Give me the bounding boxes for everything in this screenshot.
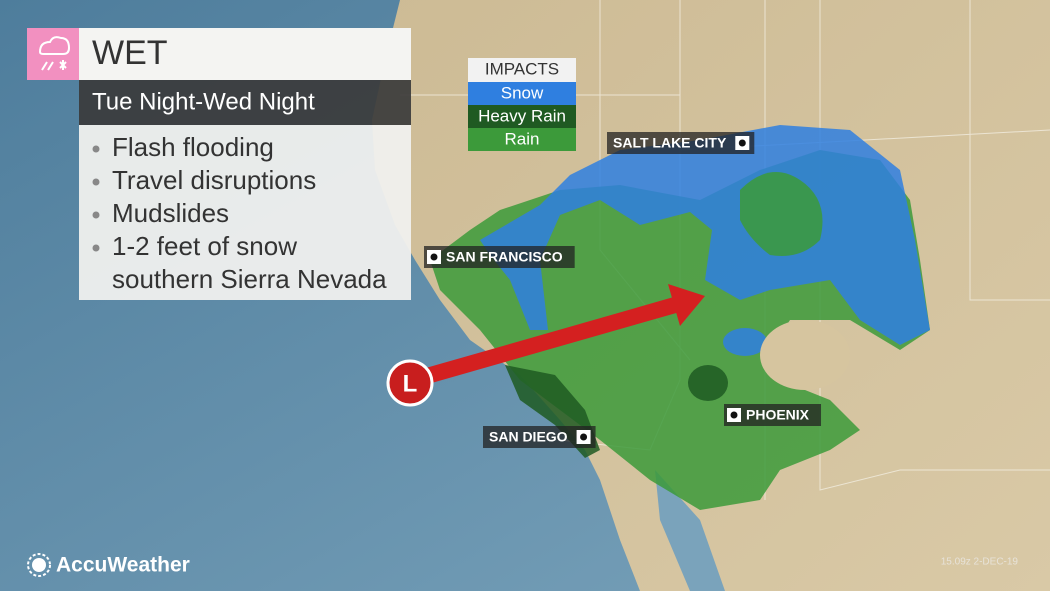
legend-swatch — [468, 105, 576, 128]
city-name: SAN FRANCISCO — [446, 249, 563, 265]
city-box — [483, 426, 596, 448]
low-label: L — [403, 370, 418, 397]
brand: AccuWeather — [27, 553, 190, 577]
bullet-dot — [92, 145, 100, 153]
legend-swatch — [468, 128, 576, 151]
city-box — [607, 132, 755, 154]
gulf — [655, 470, 725, 591]
city-box — [424, 246, 575, 268]
storm-track: L — [386, 284, 705, 407]
legend-label: Snow — [501, 83, 544, 102]
city-label: SALT LAKE CITY — [607, 132, 755, 154]
legend-label: Rain — [505, 129, 540, 148]
legend-label: Heavy Rain — [478, 106, 566, 125]
info-panel: WET Tue Night-Wed Night Flash floodingTr… — [27, 28, 411, 300]
bullet-text: Travel disruptions — [112, 165, 316, 195]
title: WET — [92, 34, 168, 72]
city-name: PHOENIX — [746, 407, 810, 423]
city-name: SAN DIEGO — [489, 429, 568, 445]
city-label: SAN FRANCISCO — [424, 246, 575, 268]
legend-title: IMPACTS — [485, 59, 559, 78]
cloud-icon — [38, 36, 71, 55]
snow-area — [480, 125, 930, 345]
legend-swatch — [468, 82, 576, 105]
city-dot — [580, 433, 588, 441]
dry-area — [760, 320, 850, 390]
arrow-head — [668, 284, 705, 326]
snow-area — [723, 328, 767, 356]
bullet-text: Flash flooding — [112, 132, 274, 162]
city-box — [724, 404, 822, 426]
precip-icon — [41, 60, 67, 71]
bullet-dot — [92, 244, 100, 252]
brand-logo — [32, 558, 46, 572]
city-dot — [430, 253, 438, 261]
brand-name: AccuWeather — [56, 554, 190, 577]
city-label: SAN DIEGO — [483, 426, 596, 448]
city-dot — [738, 139, 746, 147]
brand-logo-rays — [27, 553, 51, 577]
track-arrow — [417, 297, 678, 386]
bullet-dot — [92, 211, 100, 219]
subtitle-box — [79, 80, 411, 125]
bullet-dot — [92, 178, 100, 186]
city-labels: SALT LAKE CITY SAN FRANCISCO PHOENIX SAN DI… — [424, 132, 822, 448]
title-box — [79, 28, 411, 80]
city-dot — [730, 411, 738, 419]
bullet-text: Mudslides — [112, 198, 229, 228]
city-label: PHOENIX — [724, 404, 822, 426]
subtitle: Tue Night-Wed Night — [92, 88, 315, 115]
bullet-text: 1-2 feet of snow — [112, 231, 297, 261]
heavy-rain-area — [688, 365, 728, 401]
bullet-box — [79, 125, 411, 300]
low-marker — [386, 359, 434, 407]
city-name: SALT LAKE CITY — [613, 135, 727, 151]
timestamp: 15.09z 2-DEC-19 — [941, 557, 1019, 568]
bullet-text: southern Sierra Nevada — [112, 264, 387, 294]
rain-area — [740, 172, 823, 256]
legend-title-box — [468, 58, 576, 82]
legend: IMPACTS Snow Heavy Rain Rain — [468, 58, 576, 151]
